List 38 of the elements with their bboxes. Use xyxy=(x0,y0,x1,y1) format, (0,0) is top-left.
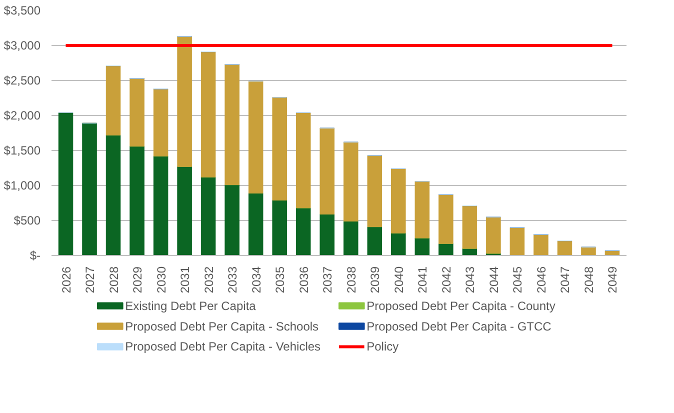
y-tick-label: $500 xyxy=(14,214,41,228)
x-tick-label: 2046 xyxy=(534,266,548,294)
x-tick-label: 2037 xyxy=(320,266,335,294)
y-tick-label: $1,000 xyxy=(4,178,41,192)
x-tick-label: 2038 xyxy=(344,266,358,294)
y-tick-label: $3,500 xyxy=(4,4,41,18)
x-tick-label: 2045 xyxy=(510,266,525,294)
y-tick-label: $1,500 xyxy=(4,144,41,158)
y-tick-label: $2,000 xyxy=(4,108,41,122)
legend-label: Proposed Debt Per Capita - Schools xyxy=(125,319,319,334)
x-tick-label: 2026 xyxy=(59,266,74,294)
x-tick-label: 2036 xyxy=(296,266,311,294)
y-tick-label: $2,500 xyxy=(4,74,41,88)
legend-label: Proposed Debt Per Capita - Vehicles xyxy=(125,340,321,354)
x-tick-label: 2028 xyxy=(106,266,121,294)
x-tick-label: 2027 xyxy=(83,266,98,294)
x-tick-label: 2041 xyxy=(416,266,430,294)
x-tick-label: 2034 xyxy=(249,266,264,294)
x-tick-label: 2044 xyxy=(486,266,501,294)
legend-label: Proposed Debt Per Capita - GTCC xyxy=(366,319,552,334)
y-tick-label: $- xyxy=(30,248,41,262)
x-tick-label: 2035 xyxy=(273,266,288,294)
x-tick-label: 2033 xyxy=(226,266,240,294)
x-tick-label: 2048 xyxy=(582,266,596,294)
x-tick-label: 2031 xyxy=(178,266,192,294)
legend-label: Policy xyxy=(366,340,399,354)
x-tick-label: 2032 xyxy=(202,266,216,294)
x-tick-label: 2047 xyxy=(558,266,572,294)
x-tick-label: 2043 xyxy=(463,266,478,294)
x-tick-label: 2049 xyxy=(606,266,620,294)
x-tick-label: 2029 xyxy=(130,266,145,294)
x-tick-label: 2039 xyxy=(368,266,382,294)
legend-label: Proposed Debt Per Capita - County xyxy=(366,298,556,313)
x-tick-label: 2030 xyxy=(154,266,168,294)
y-tick-label: $3,000 xyxy=(4,38,41,52)
legend-label: Existing Debt Per Capita xyxy=(125,298,256,313)
x-tick-label: 2040 xyxy=(392,266,406,294)
x-tick-label: 2042 xyxy=(439,266,454,294)
